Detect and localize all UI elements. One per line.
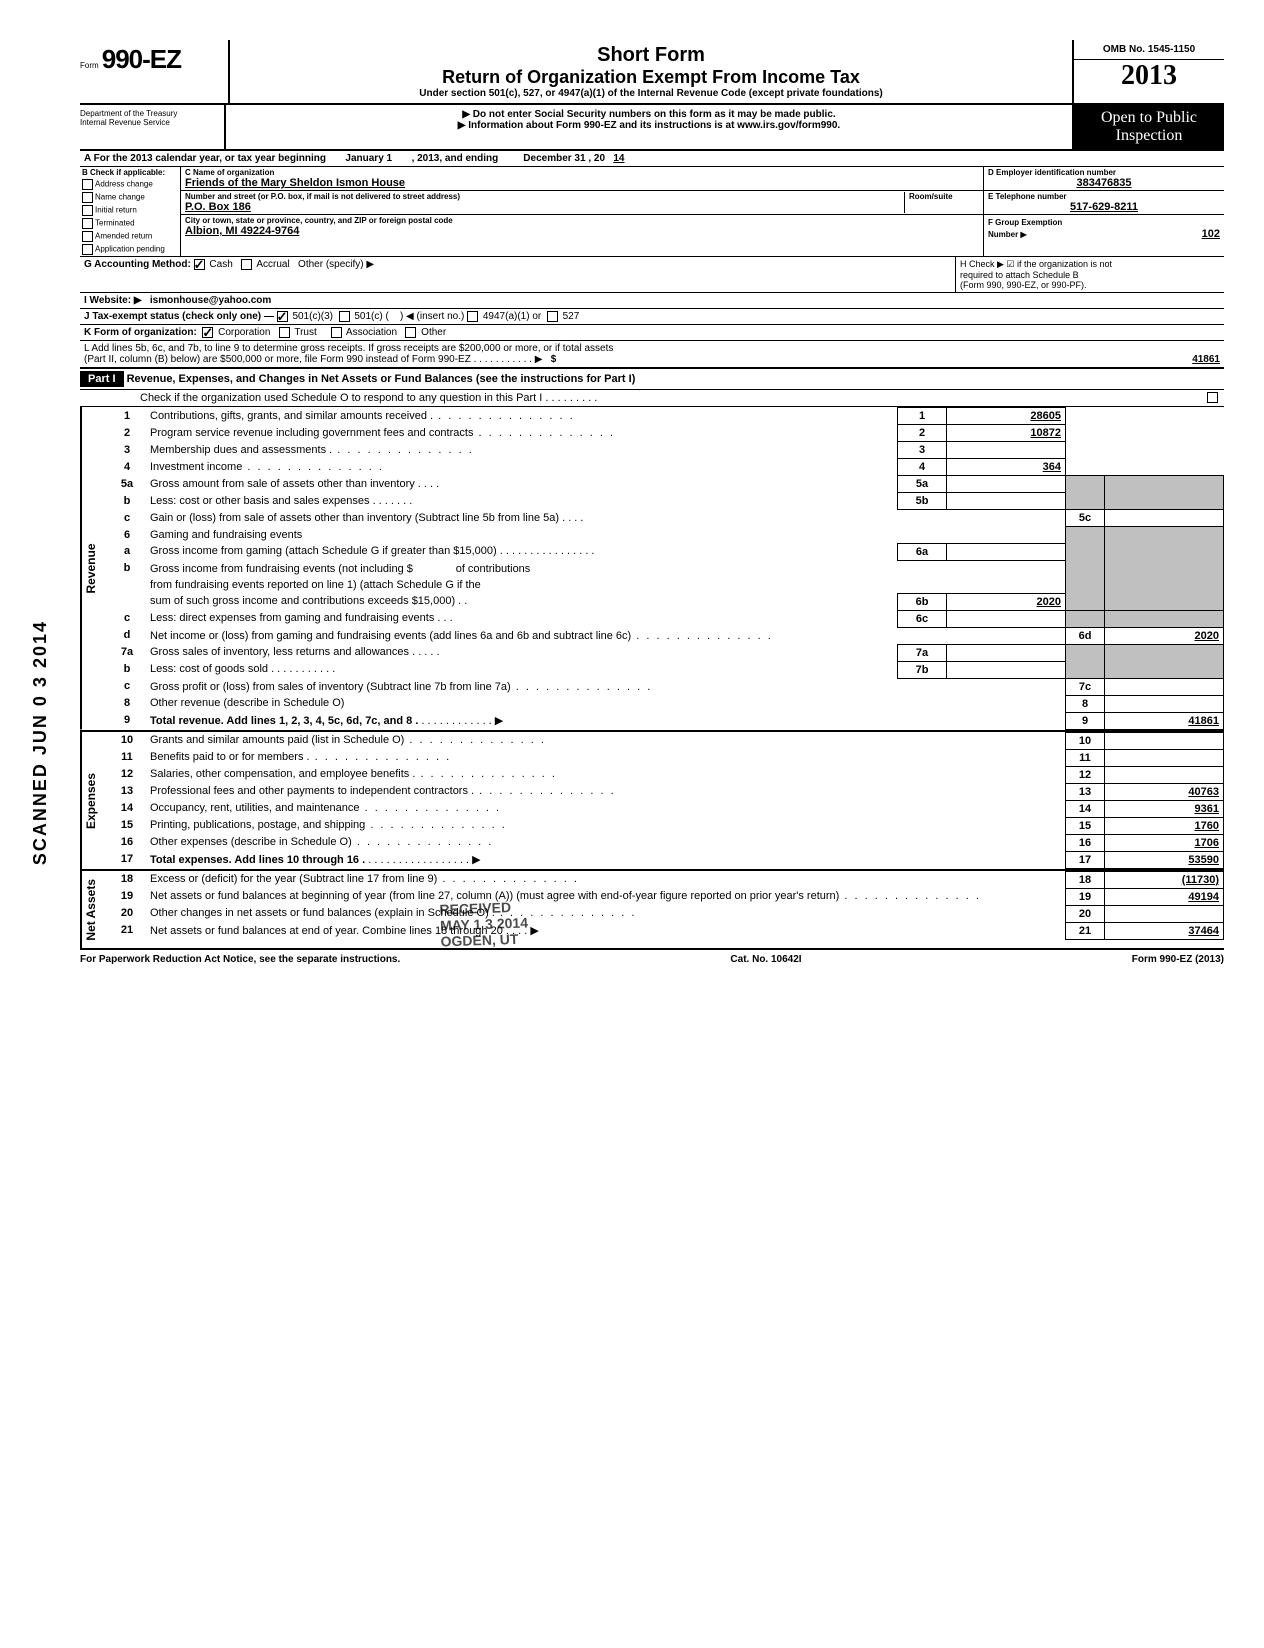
- expenses-side-label: Expenses: [80, 732, 108, 869]
- c-label: C Name of organization: [185, 168, 979, 177]
- terminated-checkbox[interactable]: [82, 218, 93, 229]
- form-ref: Form 990-EZ (2013): [1132, 954, 1224, 965]
- omb-number: OMB No. 1545-1150: [1074, 40, 1224, 60]
- scanned-stamp: SCANNED JUN 0 3 2014: [30, 620, 51, 865]
- schedule-o-checkbox[interactable]: [1207, 392, 1218, 403]
- accrual-checkbox[interactable]: [241, 259, 252, 270]
- ssn-warning: ▶ Do not enter Social Security numbers o…: [230, 109, 1068, 120]
- trust-checkbox[interactable]: [279, 327, 290, 338]
- amended-checkbox[interactable]: [82, 231, 93, 242]
- dept-irs: Internal Revenue Service: [80, 118, 220, 127]
- info-note: ▶ Information about Form 990-EZ and its …: [230, 120, 1068, 131]
- tax-year: 2013: [1074, 60, 1224, 92]
- cash-checkbox[interactable]: [194, 259, 205, 270]
- 501c-checkbox[interactable]: [339, 311, 350, 322]
- inspection: Inspection: [1078, 127, 1220, 145]
- section-note: Under section 501(c), 527, or 4947(a)(1)…: [238, 88, 1064, 99]
- group-exemption: 102: [1202, 228, 1220, 240]
- city-label: City or town, state or province, country…: [185, 216, 979, 225]
- room-label: Room/suite: [909, 192, 979, 201]
- 527-checkbox[interactable]: [547, 311, 558, 322]
- name-change-checkbox[interactable]: [82, 192, 93, 203]
- gross-receipts: 41861: [1192, 354, 1220, 365]
- part1-label: Part I: [80, 371, 124, 387]
- form-prefix: Form: [80, 61, 99, 70]
- addr-label: Number and street (or P.O. box, if mail …: [185, 192, 904, 201]
- street-address: P.O. Box 186: [185, 201, 904, 213]
- title-main: Short Form: [238, 44, 1064, 67]
- form-number: 990-EZ: [102, 44, 181, 74]
- other-org-checkbox[interactable]: [405, 327, 416, 338]
- netassets-table: 18Excess or (deficit) for the year (Subt…: [108, 871, 1224, 940]
- pending-checkbox[interactable]: [82, 244, 93, 255]
- ein: 383476835: [988, 177, 1220, 189]
- assoc-checkbox[interactable]: [331, 327, 342, 338]
- dept-treasury: Department of the Treasury: [80, 109, 220, 118]
- addr-change-checkbox[interactable]: [82, 179, 93, 190]
- title-sub: Return of Organization Exempt From Incom…: [238, 67, 1064, 88]
- paperwork-notice: For Paperwork Reduction Act Notice, see …: [80, 954, 400, 965]
- l-text1: L Add lines 5b, 6c, and 7b, to line 9 to…: [84, 343, 1220, 354]
- f-label: F Group Exemption: [988, 218, 1062, 227]
- initial-return-checkbox[interactable]: [82, 205, 93, 216]
- telephone: 517-629-8211: [988, 201, 1220, 213]
- cat-number: Cat. No. 10642I: [730, 954, 801, 965]
- 501c3-checkbox[interactable]: [277, 311, 288, 322]
- 4947-checkbox[interactable]: [467, 311, 478, 322]
- city-state-zip: Albion, MI 49224-9764: [185, 225, 979, 237]
- expenses-table: 10Grants and similar amounts paid (list …: [108, 732, 1224, 869]
- website: ismonhouse@yahoo.com: [150, 295, 271, 306]
- footer: For Paperwork Reduction Act Notice, see …: [80, 950, 1224, 969]
- part1-title: Revenue, Expenses, and Changes in Net As…: [127, 373, 636, 385]
- form-header: Form 990-EZ Short Form Return of Organiz…: [80, 40, 1224, 105]
- corp-checkbox[interactable]: [202, 327, 213, 338]
- d-label: D Employer identification number: [988, 168, 1220, 177]
- open-public: Open to Public: [1078, 109, 1220, 127]
- h-check: H Check ▶ ☑ if the organization is not: [960, 259, 1220, 270]
- b-label: B Check if applicable:: [80, 167, 180, 178]
- netassets-side-label: Net Assets: [80, 871, 108, 949]
- received-stamp: RECEIVEDMAY 1 3 2014OGDEN, UT: [439, 898, 529, 949]
- tax-year-row: A For the 2013 calendar year, or tax yea…: [80, 151, 1224, 167]
- info-grid: B Check if applicable: Address change Na…: [80, 167, 1224, 257]
- revenue-table: 1Contributions, gifts, grants, and simil…: [108, 407, 1224, 730]
- revenue-side-label: Revenue: [80, 407, 108, 730]
- e-label: E Telephone number: [988, 192, 1220, 201]
- org-name: Friends of the Mary Sheldon Ismon House: [185, 177, 979, 189]
